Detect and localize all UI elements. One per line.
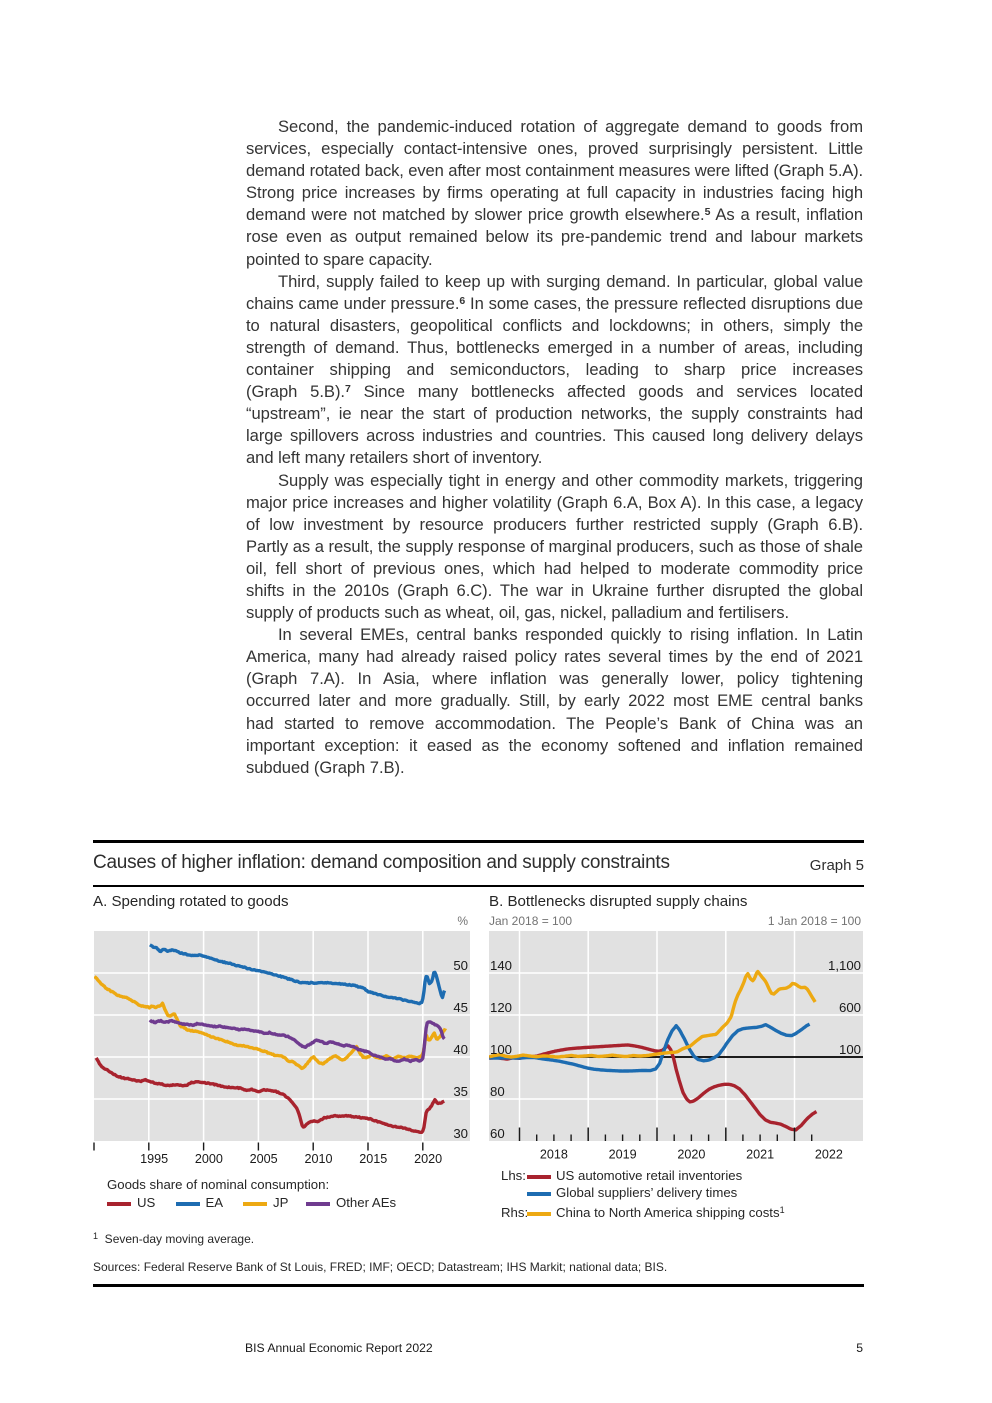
svg-text:100: 100 — [490, 1042, 512, 1057]
svg-text:60: 60 — [490, 1126, 505, 1141]
svg-text:30: 30 — [453, 1126, 468, 1141]
svg-text:2021: 2021 — [746, 1148, 774, 1162]
svg-text:80: 80 — [490, 1084, 505, 1099]
svg-text:2020: 2020 — [414, 1152, 442, 1166]
svg-text:45: 45 — [453, 1000, 468, 1015]
svg-text:600: 600 — [839, 1000, 861, 1015]
svg-text:35: 35 — [453, 1084, 468, 1099]
svg-text:50: 50 — [453, 958, 468, 973]
svg-text:2010: 2010 — [304, 1152, 332, 1166]
svg-text:2015: 2015 — [359, 1152, 387, 1166]
svg-text:2018: 2018 — [540, 1148, 568, 1162]
svg-text:2019: 2019 — [609, 1148, 637, 1162]
svg-text:1,100: 1,100 — [828, 958, 861, 973]
svg-text:140: 140 — [490, 958, 512, 973]
svg-text:2020: 2020 — [677, 1148, 705, 1162]
svg-text:2022: 2022 — [815, 1148, 843, 1162]
svg-text:40: 40 — [453, 1042, 468, 1057]
svg-text:1995: 1995 — [140, 1152, 168, 1166]
svg-text:2000: 2000 — [195, 1152, 223, 1166]
svg-text:120: 120 — [490, 1000, 512, 1015]
svg-text:100: 100 — [839, 1042, 861, 1057]
svg-text:2005: 2005 — [250, 1152, 278, 1166]
